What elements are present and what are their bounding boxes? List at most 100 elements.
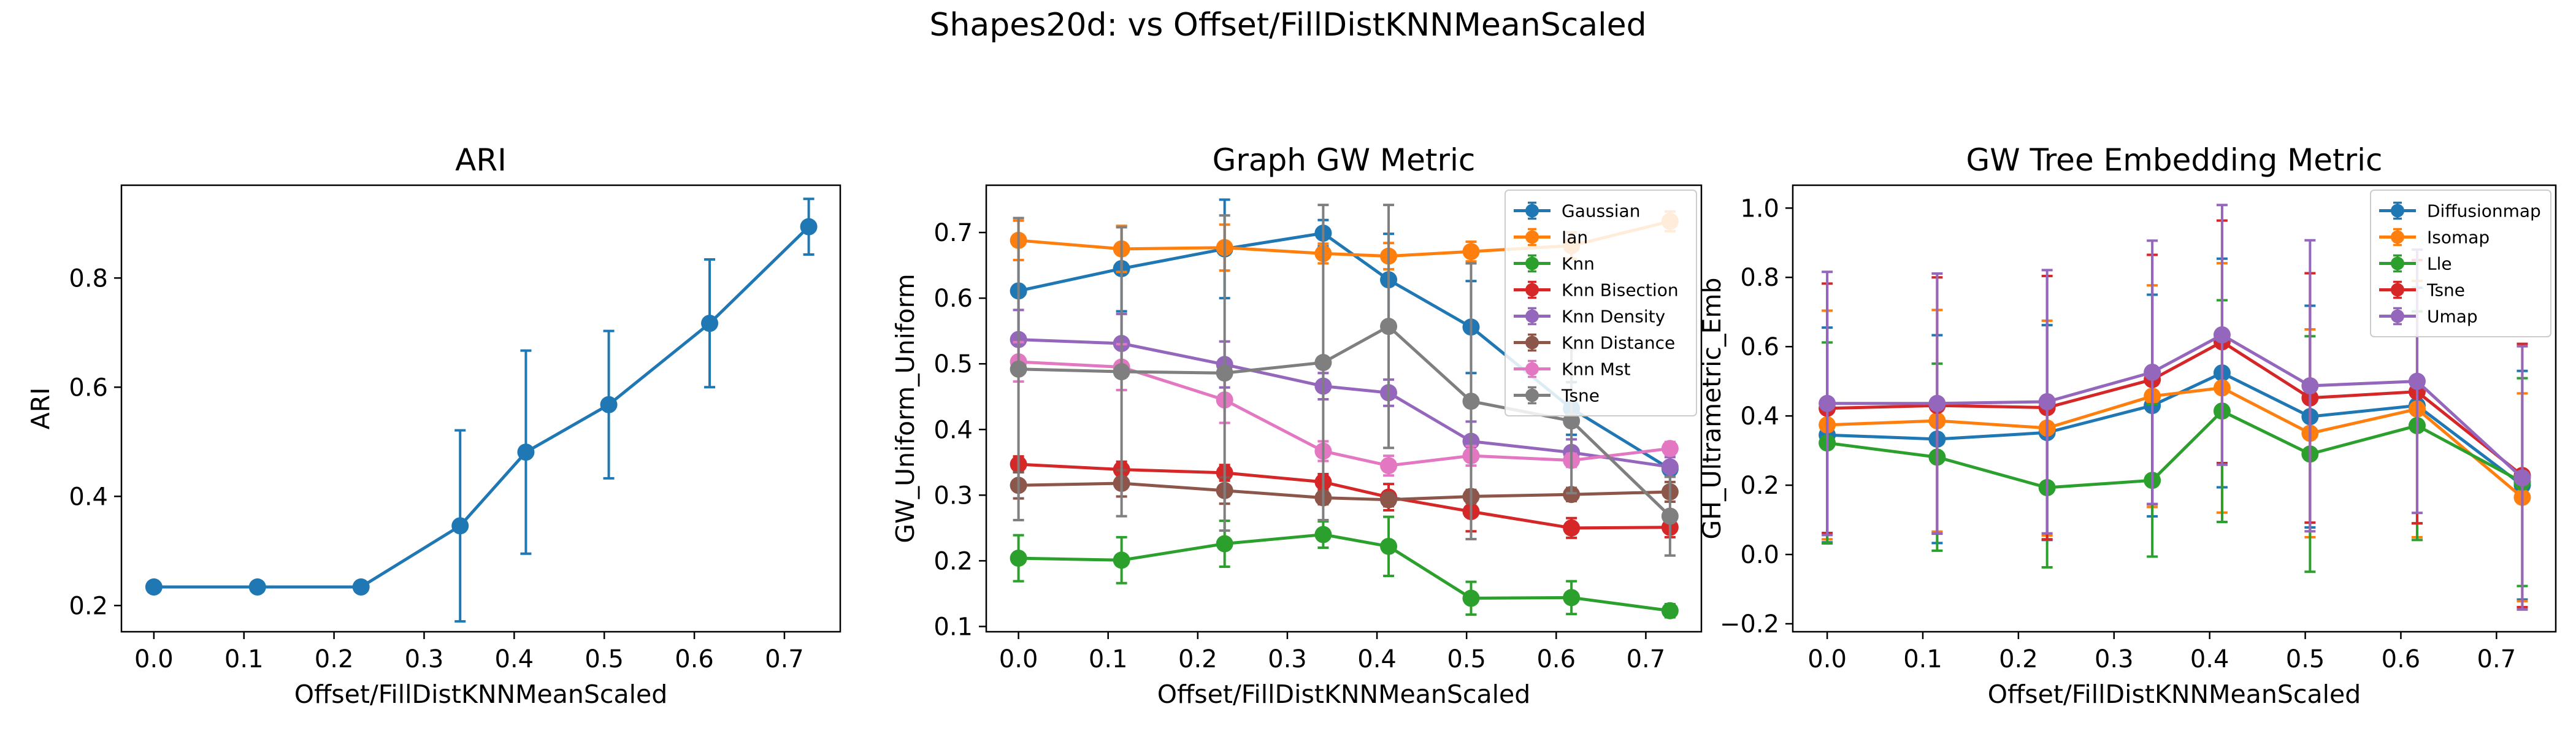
data-point [1113, 551, 1130, 569]
series-line [1018, 324, 1671, 518]
data-point [2301, 377, 2319, 395]
data-point [1563, 412, 1581, 430]
legend-item-diffusionmap: Diffusionmap [2379, 201, 2541, 221]
data-point [1661, 440, 1679, 458]
series-knn-distance [1010, 469, 1679, 508]
series-line [1018, 338, 1671, 469]
data-point [1462, 589, 1480, 607]
legend-swatch-marker [2391, 230, 2404, 244]
y-tick-label: 0.2 [69, 592, 108, 620]
legend-label: Isomap [2427, 228, 2490, 248]
legend-swatch-marker [1525, 388, 1539, 402]
x-tick-label: 0.1 [224, 645, 264, 673]
legend-item-isomap: Isomap [2379, 228, 2490, 248]
x-tick-label: 0.5 [2286, 645, 2325, 673]
data-point [517, 443, 535, 461]
legend-swatch-marker [1525, 309, 1539, 323]
data-point [2144, 363, 2161, 381]
x-tick-label: 0.7 [765, 645, 804, 673]
legend-label: Knn Mst [1562, 359, 1631, 380]
y-axis-label: GH_Ultrametric_Emb [1697, 278, 1727, 540]
data-point [600, 396, 618, 413]
data-point [451, 517, 469, 535]
series-line [1018, 462, 1670, 530]
x-axis-label: Offset/FillDistKNNMeanScaled [1157, 680, 1530, 709]
legend-swatch-marker [1525, 204, 1539, 218]
data-point [1380, 537, 1398, 555]
y-tick-label: 0.6 [69, 374, 108, 402]
axes-frame [1792, 184, 2557, 633]
legend-swatch-marker [2391, 309, 2404, 323]
data-point [1661, 602, 1679, 619]
data-point [1462, 393, 1480, 410]
legend-item-lle: Lle [2379, 254, 2452, 274]
legend-item-knn-distance: Knn Distance [1514, 333, 1675, 353]
y-tick-label: −0.2 [1720, 610, 1779, 638]
legend-label: Umap [2427, 307, 2478, 327]
data-point [1661, 458, 1679, 476]
x-tick-label: 0.0 [134, 645, 174, 673]
data-point [1314, 526, 1332, 543]
data-point [248, 578, 266, 596]
legend-swatch-marker [1525, 256, 1539, 270]
x-tick-label: 0.6 [1536, 645, 1576, 673]
y-tick-label: 0.2 [933, 547, 973, 575]
data-point [2408, 372, 2426, 390]
data-point [2213, 326, 2231, 343]
x-tick-label: 0.4 [2190, 645, 2229, 673]
legend-item-tsne: Tsne [1514, 386, 1600, 406]
y-tick-label: 0.0 [1740, 541, 1779, 569]
x-tick-label: 0.3 [1268, 645, 1307, 673]
legend-item-ian: Ian [1514, 228, 1588, 248]
legend-swatch-marker [1525, 283, 1539, 297]
data-point [1010, 550, 1027, 567]
legend-swatch-marker [1525, 362, 1539, 376]
x-tick-label: 0.2 [1178, 645, 1217, 673]
x-tick-label: 0.5 [585, 645, 624, 673]
y-tick-label: 0.6 [1740, 333, 1779, 361]
axes-frame [120, 184, 841, 633]
x-tick-label: 0.1 [1089, 645, 1128, 673]
legend: Diffusionmap Isomap Lle Tsne Umap [2370, 190, 2551, 337]
data-point [1380, 491, 1398, 508]
data-point [800, 218, 818, 236]
x-tick-label: 0.0 [1807, 645, 1847, 673]
y-axis-label: ARI [26, 388, 55, 430]
x-tick-label: 0.4 [1357, 645, 1397, 673]
series-line [1018, 481, 1670, 502]
legend-label: Knn [1562, 254, 1595, 274]
x-tick-label: 0.7 [1627, 645, 1666, 673]
data-point [1380, 457, 1398, 475]
legend-box [2370, 190, 2551, 337]
y-tick-label: 0.8 [1740, 264, 1779, 292]
series-tsne [1010, 204, 1679, 557]
y-tick-label: 0.8 [69, 264, 108, 293]
panel-gw-tree-embedding-metric: GW Tree Embedding Metric 0.0 0.1 0.2 0.3 0.4 0… [1697, 142, 2557, 709]
legend-swatch-marker [2391, 256, 2404, 270]
legend-item-knn-mst: Knn Mst [1514, 359, 1631, 380]
y-tick-label: 1.0 [1740, 194, 1779, 223]
legend-swatch-marker [1525, 335, 1539, 350]
legend: Gaussian Ian Knn Knn Bisection Knn Density Kn… [1505, 190, 1697, 416]
legend-label: Knn Bisection [1562, 280, 1679, 301]
data-point [1563, 589, 1581, 607]
series-knn [1010, 515, 1679, 619]
y-tick-label: 0.4 [1740, 402, 1779, 431]
panel-graph-gw-metric: Graph GW Metric 0.0 0.1 0.2 0.3 0.4 0.5 0.6 0.7 0… [891, 142, 1703, 709]
series-line [1827, 409, 2523, 489]
data-point [1216, 535, 1233, 553]
data-point [1819, 394, 1836, 412]
legend-label: Tsne [2426, 280, 2465, 301]
series-line [1827, 371, 2523, 487]
panel-title: GW Tree Embedding Metric [1966, 142, 2382, 178]
series-lle [1819, 299, 2531, 588]
x-tick-label: 0.6 [675, 645, 714, 673]
data-point [1010, 360, 1027, 378]
figure-suptitle: Shapes20d: vs Offset/FillDistKNNMeanScal… [929, 7, 1646, 44]
x-tick-label: 0.2 [1999, 645, 2038, 673]
series-0 [145, 197, 818, 623]
panel-ari: ARI 0.0 0.1 0.2 0.3 0.4 0.5 0.6 0.7 0.2 0.4 0.6 0.8 O… [26, 142, 841, 709]
x-tick-label: 0.5 [1447, 645, 1486, 673]
panel-title: Graph GW Metric [1213, 142, 1476, 178]
